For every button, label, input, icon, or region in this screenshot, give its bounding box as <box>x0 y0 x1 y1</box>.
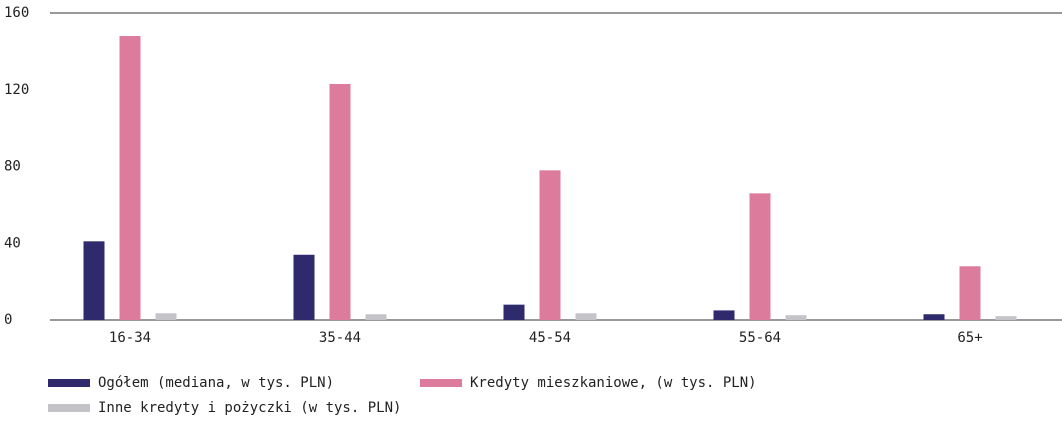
bar <box>995 316 1017 320</box>
x-tick-label: 16-34 <box>109 330 151 346</box>
legend-swatch <box>420 379 462 387</box>
bar <box>83 241 105 320</box>
legend-label: Inne kredyty i pożyczki (w tys. PLN) <box>98 400 401 416</box>
bar <box>785 315 807 320</box>
bar <box>365 314 387 320</box>
bar <box>539 170 561 320</box>
bar <box>959 266 981 320</box>
legend-swatch <box>48 379 90 387</box>
y-tick-label: 120 <box>4 82 29 98</box>
legend-label: Ogółem (mediana, w tys. PLN) <box>98 375 334 391</box>
bar <box>713 310 735 320</box>
x-tick-label: 35-44 <box>319 330 361 346</box>
y-tick-label: 0 <box>4 312 12 328</box>
legend-swatch <box>48 404 90 412</box>
bar <box>575 313 597 320</box>
bar <box>329 83 351 321</box>
bar <box>155 313 177 320</box>
y-tick-label: 160 <box>4 5 29 21</box>
bar <box>503 304 525 320</box>
y-tick-label: 80 <box>4 159 21 175</box>
bar <box>119 36 141 321</box>
y-tick-label: 40 <box>4 235 21 251</box>
x-tick-label: 65+ <box>957 330 982 346</box>
bar <box>923 314 945 320</box>
legend-label: Kredyty mieszkaniowe, (w tys. PLN) <box>470 375 757 391</box>
x-tick-label: 55-64 <box>739 330 781 346</box>
bar <box>749 193 771 320</box>
bar <box>293 254 315 320</box>
x-tick-label: 45-54 <box>529 330 571 346</box>
